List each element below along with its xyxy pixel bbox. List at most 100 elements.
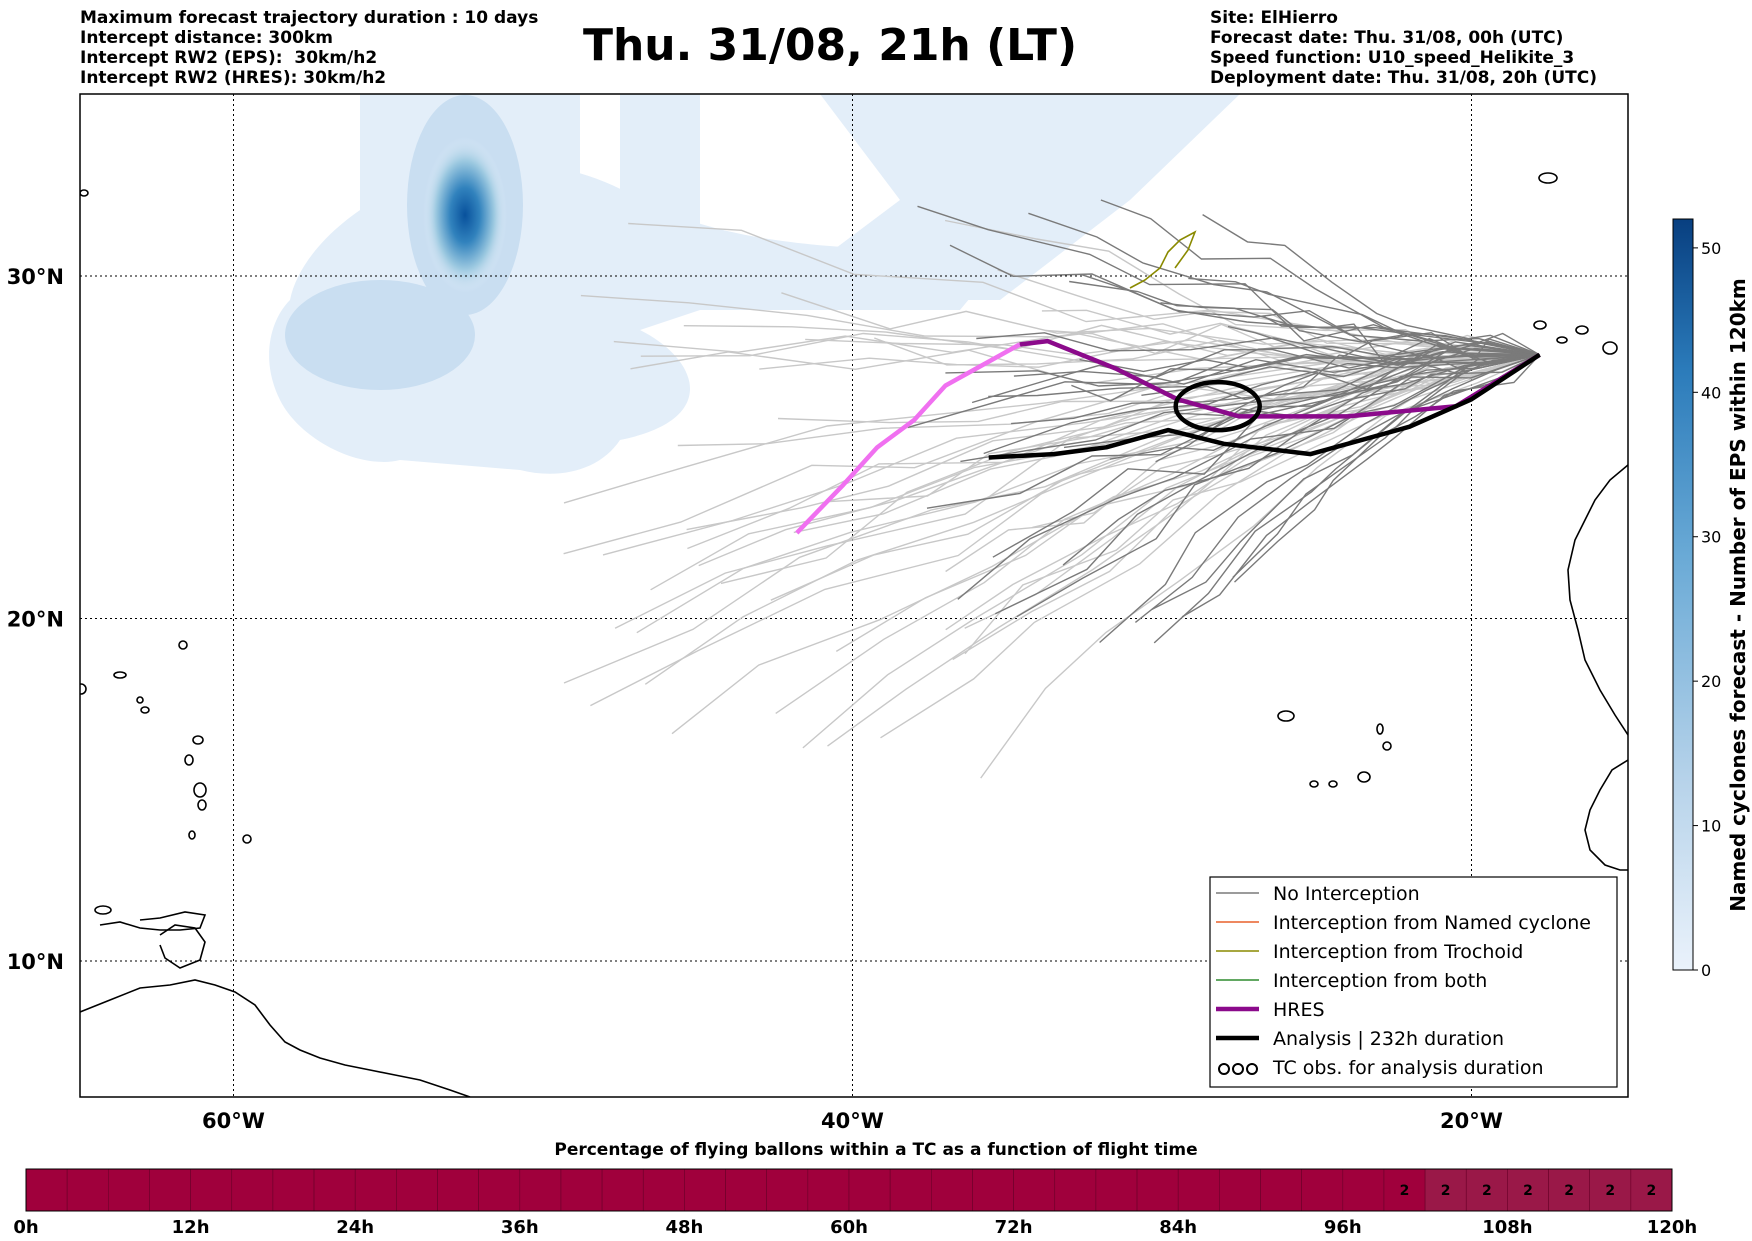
flight-time-bar-value-label: 2 (1400, 1183, 1410, 1199)
coastline-island (1382, 741, 1392, 751)
density-secondary-core (285, 280, 475, 390)
info-left-3: Intercept RW2 (EPS): 30km/h2 (80, 48, 378, 68)
colorbar-tick-label: 50 (1701, 239, 1721, 258)
trajectory-no-interception (1202, 214, 1540, 356)
coastline-island (80, 683, 87, 695)
trajectory-no-interception (1063, 354, 1540, 449)
flight-time-bar-cell (972, 1168, 1014, 1212)
coastline-island (1538, 172, 1558, 184)
info-right-2: Forecast date: Thu. 31/08, 00h (UTC) (1210, 28, 1564, 48)
trajectory-no-interception (1016, 354, 1540, 618)
trajectory-no-interception (980, 354, 1540, 779)
map-legend: No Interception Interception from Named c… (1209, 876, 1618, 1088)
trajectory-no-interception (960, 354, 1540, 463)
coastline-island (192, 735, 204, 745)
legend-label: HRES (1273, 999, 1325, 1021)
flight-time-bar-cell (848, 1168, 891, 1212)
info-left-4: Intercept RW2 (HRES): 30km/h2 (80, 68, 387, 88)
coastlines (80, 172, 1628, 1097)
flight-time-bar-cell (66, 1168, 109, 1212)
trajectory-no-interception (880, 354, 1540, 739)
flight-time-tick-label: 60h (830, 1217, 868, 1238)
flight-time-bar-cell (231, 1168, 274, 1212)
flight-time-bar-cell (1054, 1168, 1097, 1212)
flight-time-bar-cell (930, 1168, 973, 1212)
legend-box (1209, 876, 1618, 1088)
coastline-island (197, 799, 207, 811)
coastline-west-africa-south (1584, 759, 1628, 871)
map-frame (79, 93, 1629, 1098)
flight-time-bar-cell (108, 1168, 150, 1212)
coastline-island (140, 706, 150, 714)
trajectory-no-interception (1155, 354, 1540, 463)
info-right-4: Deployment date: Thu. 31/08, 20h (UTC) (1210, 68, 1597, 88)
trajectory-no-interception (1028, 212, 1540, 356)
coastline-island (1277, 710, 1295, 722)
info-right-1: Site: ElHierro (1210, 8, 1338, 28)
flight-time-bar-cell (601, 1168, 644, 1212)
tc-obs-symbol (1218, 1063, 1230, 1075)
flight-time-tick-label: 108h (1482, 1217, 1532, 1238)
flight-time-tick-label: 36h (501, 1217, 539, 1238)
flight-time-bar-cell (519, 1168, 562, 1212)
flight-time-bar-cell (478, 1168, 521, 1212)
flight-time-bar-cell (149, 1168, 191, 1212)
flight-time-bar-cell (766, 1168, 809, 1212)
colorbar-tick-label: 0 (1701, 961, 1711, 980)
tc-obs-symbol (1232, 1063, 1244, 1075)
ensemble-trajectories (563, 199, 1541, 779)
density-band-northeast (620, 94, 1240, 320)
trajectory-trochoid-interception (1129, 230, 1197, 289)
flight-time-bar-cell (1507, 1168, 1549, 1212)
flight-time-bar-cell (272, 1168, 315, 1212)
flight-time-bar-value-label: 2 (1647, 1183, 1657, 1199)
flight-time-bar-cell (1013, 1168, 1056, 1212)
colorbar (1672, 218, 1694, 971)
flight-time-bar-title: Percentage of flying ballons within a TC… (554, 1140, 1197, 1160)
trajectory-no-interception (1153, 354, 1540, 644)
flight-time-bar-cell (1260, 1168, 1302, 1212)
coastline-island (242, 834, 252, 844)
colorbar-tick-label: 20 (1701, 672, 1721, 691)
flight-time-bar-value-label: 2 (1523, 1183, 1533, 1199)
density-maximum-core (423, 137, 507, 293)
coastline-island (80, 189, 89, 197)
trajectory-no-interception (1227, 325, 1540, 361)
flight-time-bar-cell (807, 1168, 850, 1212)
coastline-island (193, 782, 207, 798)
flight-time-bar-cell (313, 1168, 356, 1212)
flight-time-bar-cell (1342, 1168, 1385, 1212)
hres-track-early (795, 342, 1021, 535)
flight-time-tick-label: 12h (172, 1217, 210, 1238)
flight-time-bar-cell (1548, 1168, 1591, 1212)
flight-time-bar-cell (354, 1168, 397, 1212)
coastline-island (1602, 341, 1618, 355)
x-tick-label: 40°W (821, 1109, 884, 1133)
trajectory-no-interception (983, 354, 1540, 455)
coastline-island (94, 905, 112, 915)
flight-time-tick-label: 72h (995, 1217, 1033, 1238)
trajectory-no-interception (613, 332, 1540, 361)
flight-time-tick-label: 48h (665, 1217, 703, 1238)
trajectory-no-interception (1099, 354, 1540, 644)
flight-time-bar-cell (1177, 1168, 1220, 1212)
flight-time-tick-label: 120h (1647, 1217, 1697, 1238)
flight-time-bar-value-label: 2 (1482, 1183, 1492, 1199)
flight-time-bar-frame (25, 1168, 1673, 1212)
coastline-island (1533, 320, 1547, 330)
coastline-island (178, 640, 188, 650)
trajectory-no-interception (976, 332, 1540, 366)
legend-label: Analysis | 232h duration (1273, 1028, 1504, 1050)
coastline-venezuela-coast (99, 911, 207, 931)
legend-label: TC obs. for analysis duration (1272, 1057, 1544, 1079)
flight-time-bar-cell (642, 1168, 685, 1212)
y-tick-label: 10°N (7, 950, 64, 974)
trajectory-no-interception (777, 354, 1540, 424)
coastline-island (1376, 723, 1384, 735)
flight-time-tick-label: 96h (1324, 1217, 1362, 1238)
flight-time-tick-label: 84h (1159, 1217, 1197, 1238)
trajectory-no-interception (944, 219, 1540, 361)
flight-time-bar-cell (437, 1168, 479, 1212)
flight-time-bar-cell (25, 1168, 68, 1212)
coastline-west-africa-north (1567, 464, 1628, 736)
